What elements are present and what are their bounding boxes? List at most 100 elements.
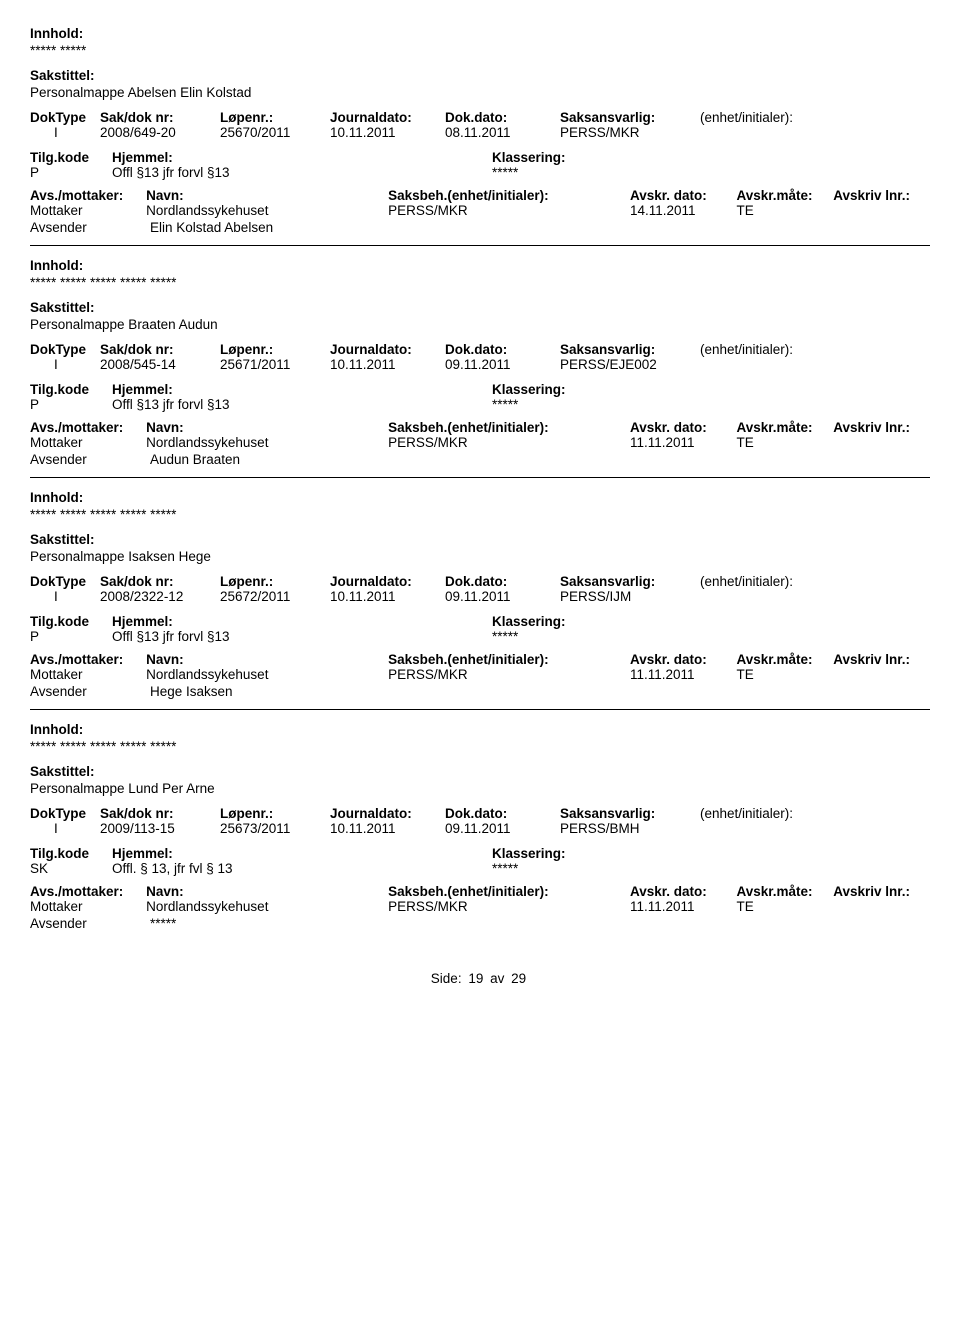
avskriv-lnr-header: Avskriv lnr.: <box>833 188 930 203</box>
journaldato-value: 10.11.2011 <box>330 821 445 836</box>
klassering-header: Klassering: <box>492 846 692 861</box>
sakstittel-label: Sakstittel: <box>30 300 930 315</box>
sakstittel-value: Personalmappe Isaksen Hege <box>30 549 930 564</box>
saksansvarlig-header: Saksansvarlig: <box>560 110 700 125</box>
saksansvarlig-value: PERSS/EJE002 <box>560 357 700 372</box>
saksansvarlig-header: Saksansvarlig: <box>560 342 700 357</box>
tilgkode-header: Tilg.kode <box>30 150 112 165</box>
klassering-value: ***** <box>492 397 692 412</box>
navn-header: Navn: <box>146 188 388 203</box>
avskr-dato-header: Avskr. dato: <box>630 188 736 203</box>
innhold-value: ***** ***** <box>30 43 930 58</box>
avskriv-lnr-value <box>833 899 930 914</box>
avskr-dato-value: 11.11.2011 <box>630 667 736 682</box>
lopenr-value: 25673/2011 <box>220 821 330 836</box>
avsender-navn: Elin Kolstad Abelsen <box>150 220 400 235</box>
hjemmel-header: Hjemmel: <box>112 846 492 861</box>
innhold-value: ***** ***** ***** ***** ***** <box>30 739 930 754</box>
mottaker-navn: Nordlandssykehuset <box>146 899 388 914</box>
dokdato-value: 09.11.2011 <box>445 589 560 604</box>
saksansvarlig-header: Saksansvarlig: <box>560 574 700 589</box>
hjemmel-header: Hjemmel: <box>112 150 492 165</box>
saksbeh-header: Saksbeh.(enhet/initialer): <box>388 188 630 203</box>
sakstittel-label: Sakstittel: <box>30 68 930 83</box>
tilgkode-header: Tilg.kode <box>30 614 112 629</box>
saksansvarlig-value: PERSS/MKR <box>560 125 700 140</box>
enhet-value <box>700 821 860 836</box>
innhold-label: Innhold: <box>30 490 930 505</box>
lopenr-header: Løpenr.: <box>220 806 330 821</box>
footer-side-label: Side: <box>431 971 462 986</box>
mottaker-navn: Nordlandssykehuset <box>146 435 388 450</box>
avskr-mate-value: TE <box>736 203 833 218</box>
mottaker-role: Mottaker <box>30 203 146 218</box>
mottaker-saksbeh: PERSS/MKR <box>388 667 630 682</box>
journaldato-header: Journaldato: <box>330 342 445 357</box>
saksansvarlig-value: PERSS/IJM <box>560 589 700 604</box>
avskr-dato-header: Avskr. dato: <box>630 420 736 435</box>
avskr-dato-value: 11.11.2011 <box>630 435 736 450</box>
tilgkode-value: P <box>30 165 112 180</box>
record: Innhold: ***** ***** Sakstittel: Persona… <box>30 26 930 235</box>
journaldato-header: Journaldato: <box>330 806 445 821</box>
dokdato-value: 08.11.2011 <box>445 125 560 140</box>
doktype-header: DokType <box>30 342 100 357</box>
mottaker-saksbeh: PERSS/MKR <box>388 899 630 914</box>
doktype-value: I <box>30 125 100 140</box>
journaldato-value: 10.11.2011 <box>330 357 445 372</box>
innhold-label: Innhold: <box>30 258 930 273</box>
journaldato-value: 10.11.2011 <box>330 125 445 140</box>
record-separator <box>30 245 930 246</box>
tilgkode-header: Tilg.kode <box>30 382 112 397</box>
avsender-role: Avsender <box>30 916 150 931</box>
footer-current-page: 19 <box>468 971 483 986</box>
doktype-value: I <box>30 357 100 372</box>
innhold-value: ***** ***** ***** ***** ***** <box>30 507 930 522</box>
avskriv-lnr-header: Avskriv lnr.: <box>833 652 930 667</box>
record: Innhold: ***** ***** ***** ***** ***** S… <box>30 722 930 931</box>
hjemmel-value: Offl §13 jfr forvl §13 <box>112 165 492 180</box>
lopenr-header: Løpenr.: <box>220 574 330 589</box>
record-separator <box>30 477 930 478</box>
journaldato-header: Journaldato: <box>330 110 445 125</box>
enhet-header: (enhet/initialer): <box>700 110 860 125</box>
klassering-value: ***** <box>492 165 692 180</box>
hjemmel-header: Hjemmel: <box>112 382 492 397</box>
avsender-navn: Audun Braaten <box>150 452 400 467</box>
avsender-role: Avsender <box>30 684 150 699</box>
avskr-mate-value: TE <box>736 435 833 450</box>
footer-av-label: av <box>490 971 504 986</box>
saksansvarlig-value: PERSS/BMH <box>560 821 700 836</box>
navn-header: Navn: <box>146 652 388 667</box>
avskr-mate-value: TE <box>736 667 833 682</box>
hjemmel-value: Offl. § 13, jfr fvl § 13 <box>112 861 492 876</box>
lopenr-header: Løpenr.: <box>220 110 330 125</box>
innhold-label: Innhold: <box>30 722 930 737</box>
hjemmel-header: Hjemmel: <box>112 614 492 629</box>
enhet-header: (enhet/initialer): <box>700 806 860 821</box>
avskr-dato-header: Avskr. dato: <box>630 652 736 667</box>
dokdato-header: Dok.dato: <box>445 806 560 821</box>
journaldato-header: Journaldato: <box>330 574 445 589</box>
avskr-dato-value: 11.11.2011 <box>630 899 736 914</box>
avskr-dato-value: 14.11.2011 <box>630 203 736 218</box>
mottaker-role: Mottaker <box>30 435 146 450</box>
klassering-header: Klassering: <box>492 614 692 629</box>
mottaker-navn: Nordlandssykehuset <box>146 203 388 218</box>
mottaker-role: Mottaker <box>30 667 146 682</box>
saknr-header: Sak/dok nr: <box>100 806 220 821</box>
footer-total-pages: 29 <box>511 971 526 986</box>
mottaker-navn: Nordlandssykehuset <box>146 667 388 682</box>
avsender-role: Avsender <box>30 452 150 467</box>
sakstittel-value: Personalmappe Braaten Audun <box>30 317 930 332</box>
doktype-value: I <box>30 589 100 604</box>
innhold-value: ***** ***** ***** ***** ***** <box>30 275 930 290</box>
tilgkode-value: P <box>30 629 112 644</box>
records-container: Innhold: ***** ***** Sakstittel: Persona… <box>30 26 930 931</box>
avsmottaker-header: Avs./mottaker: <box>30 884 146 899</box>
dokdato-header: Dok.dato: <box>445 574 560 589</box>
dokdato-value: 09.11.2011 <box>445 357 560 372</box>
enhet-value <box>700 357 860 372</box>
saknr-header: Sak/dok nr: <box>100 110 220 125</box>
doktype-header: DokType <box>30 806 100 821</box>
